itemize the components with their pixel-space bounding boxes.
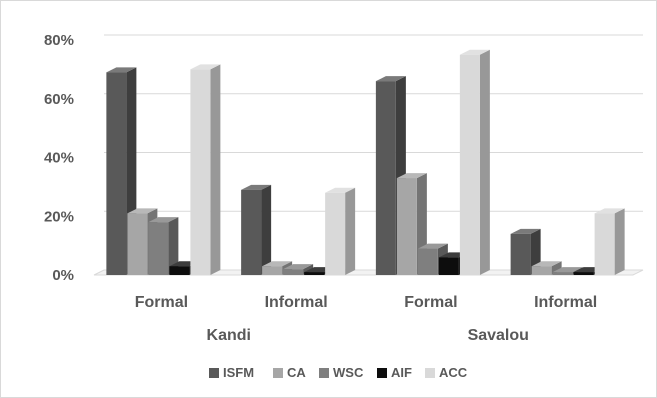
y-tick-label: 20% [44,208,74,225]
x-category-label: Informal [265,294,328,311]
bar-wsc [283,269,304,275]
bar-top [241,184,272,190]
legend-label: AIF [391,365,412,380]
legend-swatch [425,368,435,378]
bar-ca [531,266,552,275]
bar-top [190,64,221,70]
bar-isfm [510,233,531,275]
bar-side [614,208,625,275]
x-category-label: Informal [534,294,597,311]
y-tick-label: 0% [52,267,74,284]
legend-swatch [319,368,329,378]
legend-swatch [273,368,283,378]
y-tick-label: 60% [44,91,74,108]
bar-top [594,208,625,214]
bar-isfm [375,81,396,275]
bar-top [262,261,293,267]
bar-top [531,261,562,267]
bar-top [396,173,427,179]
bar-top [552,267,583,273]
bar-ca [127,213,148,275]
y-tick-label: 80% [44,32,74,49]
bar-ca [396,178,417,275]
bar-wsc [417,248,438,275]
legend-swatch [209,368,219,378]
bar-isfm [106,72,127,275]
x-group-label: Savalou [468,327,529,344]
bar-side [345,187,356,275]
bar-acc [594,213,615,275]
bar-wsc [552,272,573,275]
bar-isfm [241,189,262,275]
bar-side [168,217,179,275]
bar-acc [325,192,346,275]
legend-label: WSC [333,365,364,380]
bar-aif [169,266,190,275]
bar-wsc [148,222,169,275]
bar-top [417,243,448,249]
legend-label: ISFM [223,365,254,380]
x-category-label: Formal [135,294,188,311]
bar-ca [262,266,283,275]
bar-aif [304,272,325,275]
bar-top [283,264,314,270]
bar-acc [459,54,480,275]
bar-top [375,76,406,82]
legend-swatch [377,368,387,378]
x-group-label: Kandi [207,327,251,344]
y-tick-label: 40% [44,150,74,167]
bar-side [210,64,221,275]
bar-side [479,49,490,275]
x-category-label: Formal [404,294,457,311]
bar-top [510,228,541,234]
legend-label: ACC [439,365,468,380]
bar-side [261,184,272,275]
bar-aif [438,257,459,275]
legend-label: CA [287,365,306,380]
bar-top [127,208,158,214]
bar-top [106,67,137,73]
bar-aif [573,272,594,275]
bar-top [459,49,490,55]
bar-acc [190,69,211,275]
bar-top [325,187,356,193]
bar-top [148,217,179,223]
